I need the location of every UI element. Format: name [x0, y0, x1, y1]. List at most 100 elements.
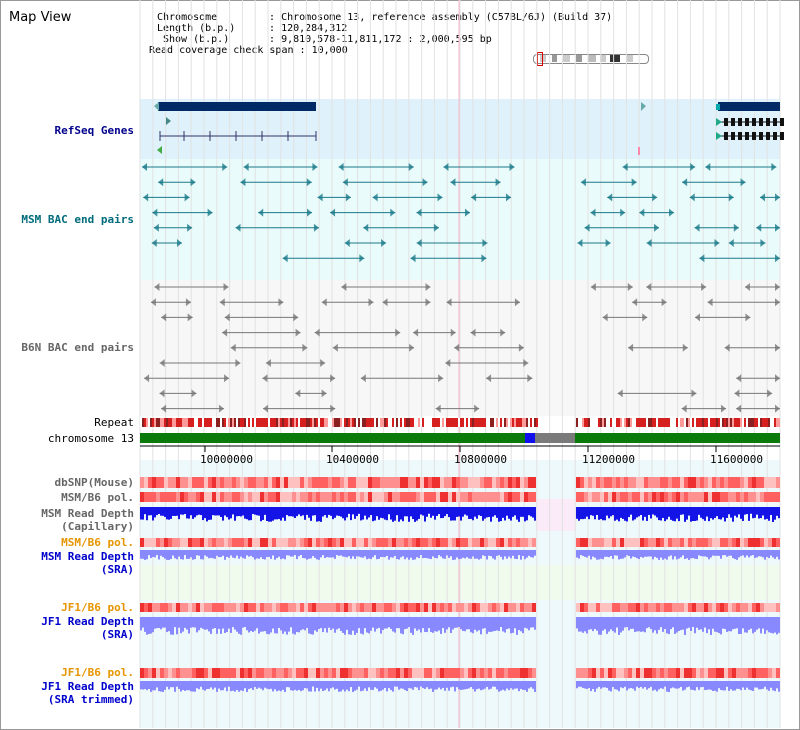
repeat-mark — [478, 418, 480, 427]
depth-bar — [152, 617, 154, 633]
depth-bar — [528, 681, 530, 689]
track-label-jf1-b6-pol-trimmed[interactable]: JF1/B6 pol. — [61, 666, 134, 679]
pol-cell — [464, 492, 468, 502]
depth-bar — [504, 507, 506, 521]
track-label-msm-depth-sra[interactable]: MSM Read Depth (SRA) — [41, 550, 134, 576]
depth-bar — [626, 617, 628, 628]
depth-bar — [646, 617, 648, 629]
bac-end — [607, 193, 613, 202]
depth-bar — [668, 507, 670, 517]
depth-bar — [264, 550, 266, 560]
track-label-dbsnp[interactable]: dbSNP(Mouse) — [54, 476, 134, 489]
depth-bar — [688, 550, 690, 560]
depth-bar — [220, 681, 222, 691]
depth-bar — [316, 617, 318, 632]
pol-cell — [240, 603, 244, 612]
pol-cell — [492, 477, 496, 488]
track-label-msm-bac[interactable]: MSM BAC end pairs — [21, 213, 134, 226]
pol-cell — [756, 668, 760, 678]
pol-cell — [196, 538, 200, 547]
pol-cell — [472, 477, 476, 488]
repeat-mark — [532, 418, 534, 427]
pol-cell — [680, 492, 684, 502]
bac-end — [500, 328, 506, 337]
repeat-mark — [406, 418, 408, 427]
depth-bar — [590, 617, 592, 630]
depth-bar — [248, 507, 250, 521]
depth-bar — [466, 681, 468, 689]
depth-bar — [238, 507, 240, 517]
pol-cell — [244, 603, 248, 612]
repeat-mark — [424, 418, 426, 427]
track-label-msm-b6-pol-sra[interactable]: MSM/B6 pol. — [61, 536, 134, 549]
depth-bar — [498, 550, 500, 556]
pol-cell — [640, 492, 644, 502]
track-label-msm-depth-capillary[interactable]: MSM Read Depth (Capillary) — [41, 507, 134, 533]
track-label-refseq[interactable]: RefSeq Genes — [54, 124, 134, 137]
depth-bar — [598, 681, 600, 687]
repeat-mark — [318, 418, 320, 427]
depth-bar — [744, 550, 746, 558]
pol-cell — [592, 603, 596, 612]
pol-cell — [276, 668, 280, 678]
depth-bar — [284, 617, 286, 632]
depth-bar — [504, 550, 506, 557]
track-label-jf1-depth-sra[interactable]: JF1 Read Depth (SRA) — [41, 615, 134, 641]
track-label-msm-b6-pol[interactable]: MSM/B6 pol. — [61, 491, 134, 504]
bac-end — [681, 404, 687, 413]
depth-bar — [440, 617, 442, 634]
pol-cell — [516, 492, 520, 502]
depth-bar — [458, 550, 460, 560]
pol-cell — [772, 492, 776, 502]
pol-cell — [320, 492, 324, 502]
pol-cell — [344, 492, 348, 502]
pol-cell — [432, 668, 436, 678]
depth-bar — [592, 507, 594, 516]
repeat-mark — [202, 418, 204, 427]
depth-bar — [150, 681, 152, 692]
depth-bar — [584, 617, 586, 632]
depth-bar — [508, 617, 510, 629]
depth-bar — [736, 507, 738, 518]
track-label-jf1-b6-pol[interactable]: JF1/B6 pol. — [61, 601, 134, 614]
depth-bar — [250, 550, 252, 556]
chromosome-ideogram[interactable] — [530, 52, 650, 66]
depth-bar — [228, 681, 230, 687]
pol-cell — [296, 603, 300, 612]
pol-cell — [772, 538, 776, 547]
depth-bar — [628, 550, 630, 556]
repeat-mark — [144, 418, 146, 427]
depth-bar — [332, 507, 334, 520]
depth-bar — [362, 681, 364, 691]
depth-bar — [456, 550, 458, 558]
depth-bar — [778, 617, 780, 633]
depth-bar — [494, 617, 496, 631]
pol-cell — [500, 603, 504, 612]
pol-cell — [220, 668, 224, 678]
depth-bar — [752, 681, 754, 691]
depth-bar — [478, 550, 480, 560]
pol-cell — [700, 492, 704, 502]
depth-bar — [362, 507, 364, 520]
bac-end — [689, 193, 695, 202]
pol-cell — [508, 603, 512, 612]
depth-bar — [328, 681, 330, 692]
pol-cell — [364, 668, 368, 678]
depth-bar — [414, 550, 416, 560]
repeat-mark — [770, 418, 772, 427]
depth-bar — [626, 507, 628, 522]
pol-cell — [708, 492, 712, 502]
track-label-jf1-depth-trimmed[interactable]: JF1 Read Depth (SRA trimmed) — [41, 680, 134, 706]
repeat-mark — [430, 418, 432, 427]
repeat-mark — [356, 418, 358, 427]
repeat-mark — [624, 418, 626, 427]
track-label-b6n-bac[interactable]: B6N BAC end pairs — [21, 341, 134, 354]
pol-cell — [600, 492, 604, 502]
pol-cell — [744, 538, 748, 547]
depth-bar — [664, 550, 666, 559]
gene-arrow — [166, 117, 171, 125]
depth-bar — [232, 617, 234, 628]
depth-bar — [170, 507, 172, 519]
pol-cell — [712, 538, 716, 547]
